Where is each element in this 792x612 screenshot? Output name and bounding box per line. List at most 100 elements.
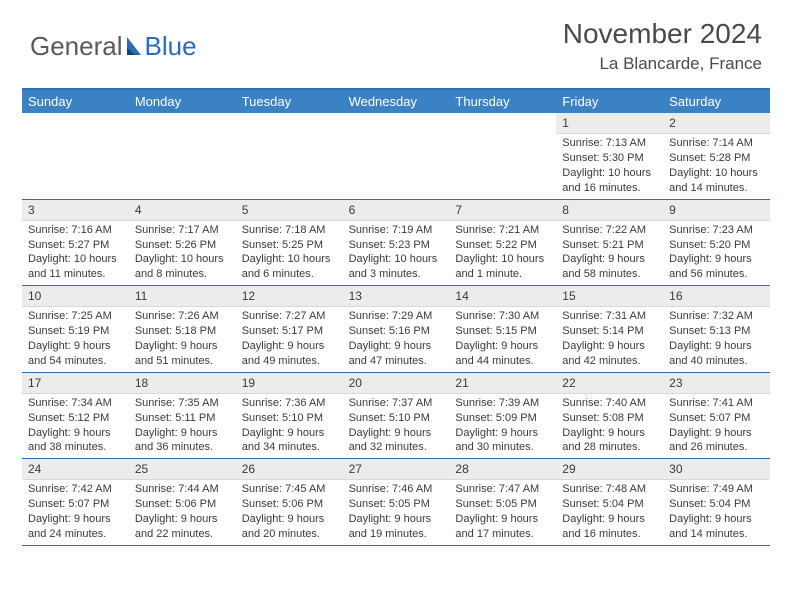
sunrise-line: Sunrise: 7:30 AM: [455, 309, 550, 324]
sunrise-line: Sunrise: 7:46 AM: [349, 482, 444, 497]
daylight-line: Daylight: 9 hours and 30 minutes.: [455, 426, 550, 456]
day-body: Sunrise: 7:19 AMSunset: 5:23 PMDaylight:…: [343, 221, 450, 285]
day-cell: 14Sunrise: 7:30 AMSunset: 5:15 PMDayligh…: [449, 286, 556, 372]
day-cell: 26Sunrise: 7:45 AMSunset: 5:06 PMDayligh…: [236, 459, 343, 545]
date-number: 23: [663, 373, 770, 394]
week-row: 1Sunrise: 7:13 AMSunset: 5:30 PMDaylight…: [22, 113, 770, 200]
day-body: Sunrise: 7:42 AMSunset: 5:07 PMDaylight:…: [22, 480, 129, 544]
date-number: 30: [663, 459, 770, 480]
sunset-line: Sunset: 5:28 PM: [669, 151, 764, 166]
day-cell: 8Sunrise: 7:22 AMSunset: 5:21 PMDaylight…: [556, 200, 663, 286]
week-row: 17Sunrise: 7:34 AMSunset: 5:12 PMDayligh…: [22, 373, 770, 460]
sunset-line: Sunset: 5:22 PM: [455, 238, 550, 253]
day-cell: [22, 113, 129, 199]
day-body: Sunrise: 7:21 AMSunset: 5:22 PMDaylight:…: [449, 221, 556, 285]
weekday-header: SundayMondayTuesdayWednesdayThursdayFrid…: [22, 90, 770, 113]
date-number: 3: [22, 200, 129, 221]
daylight-line: Daylight: 9 hours and 22 minutes.: [135, 512, 230, 542]
weeks-container: 1Sunrise: 7:13 AMSunset: 5:30 PMDaylight…: [22, 113, 770, 546]
day-body: Sunrise: 7:37 AMSunset: 5:10 PMDaylight:…: [343, 394, 450, 458]
date-number: 28: [449, 459, 556, 480]
sunset-line: Sunset: 5:06 PM: [242, 497, 337, 512]
sunset-line: Sunset: 5:27 PM: [28, 238, 123, 253]
day-cell: [449, 113, 556, 199]
sunrise-line: Sunrise: 7:44 AM: [135, 482, 230, 497]
sunrise-line: Sunrise: 7:18 AM: [242, 223, 337, 238]
day-body: Sunrise: 7:39 AMSunset: 5:09 PMDaylight:…: [449, 394, 556, 458]
sunrise-line: Sunrise: 7:21 AM: [455, 223, 550, 238]
sunrise-line: Sunrise: 7:27 AM: [242, 309, 337, 324]
sunrise-line: Sunrise: 7:23 AM: [669, 223, 764, 238]
date-number: 8: [556, 200, 663, 221]
sunrise-line: Sunrise: 7:29 AM: [349, 309, 444, 324]
week-row: 3Sunrise: 7:16 AMSunset: 5:27 PMDaylight…: [22, 200, 770, 287]
date-number: 22: [556, 373, 663, 394]
day-body: Sunrise: 7:27 AMSunset: 5:17 PMDaylight:…: [236, 307, 343, 371]
day-cell: 28Sunrise: 7:47 AMSunset: 5:05 PMDayligh…: [449, 459, 556, 545]
date-number: 25: [129, 459, 236, 480]
sunset-line: Sunset: 5:18 PM: [135, 324, 230, 339]
daylight-line: Daylight: 10 hours and 16 minutes.: [562, 166, 657, 196]
daylight-line: Daylight: 9 hours and 44 minutes.: [455, 339, 550, 369]
daylight-line: Daylight: 9 hours and 28 minutes.: [562, 426, 657, 456]
sunset-line: Sunset: 5:30 PM: [562, 151, 657, 166]
daylight-line: Daylight: 10 hours and 14 minutes.: [669, 166, 764, 196]
weekday-label: Monday: [129, 90, 236, 113]
day-body: Sunrise: 7:26 AMSunset: 5:18 PMDaylight:…: [129, 307, 236, 371]
sunrise-line: Sunrise: 7:48 AM: [562, 482, 657, 497]
sunrise-line: Sunrise: 7:42 AM: [28, 482, 123, 497]
day-cell: 7Sunrise: 7:21 AMSunset: 5:22 PMDaylight…: [449, 200, 556, 286]
sunset-line: Sunset: 5:19 PM: [28, 324, 123, 339]
sunset-line: Sunset: 5:10 PM: [242, 411, 337, 426]
sunset-line: Sunset: 5:07 PM: [28, 497, 123, 512]
daylight-line: Daylight: 10 hours and 11 minutes.: [28, 252, 123, 282]
sunrise-line: Sunrise: 7:35 AM: [135, 396, 230, 411]
day-cell: 17Sunrise: 7:34 AMSunset: 5:12 PMDayligh…: [22, 373, 129, 459]
logo-text-blue: Blue: [145, 31, 197, 62]
date-number: 17: [22, 373, 129, 394]
sunset-line: Sunset: 5:11 PM: [135, 411, 230, 426]
date-number: 13: [343, 286, 450, 307]
daylight-line: Daylight: 9 hours and 36 minutes.: [135, 426, 230, 456]
date-number: 26: [236, 459, 343, 480]
sunset-line: Sunset: 5:26 PM: [135, 238, 230, 253]
sunrise-line: Sunrise: 7:36 AM: [242, 396, 337, 411]
daylight-line: Daylight: 9 hours and 49 minutes.: [242, 339, 337, 369]
date-number: 14: [449, 286, 556, 307]
day-body: Sunrise: 7:35 AMSunset: 5:11 PMDaylight:…: [129, 394, 236, 458]
daylight-line: Daylight: 9 hours and 14 minutes.: [669, 512, 764, 542]
date-number: 19: [236, 373, 343, 394]
daylight-line: Daylight: 9 hours and 42 minutes.: [562, 339, 657, 369]
daylight-line: Daylight: 9 hours and 51 minutes.: [135, 339, 230, 369]
sunset-line: Sunset: 5:05 PM: [349, 497, 444, 512]
day-cell: 27Sunrise: 7:46 AMSunset: 5:05 PMDayligh…: [343, 459, 450, 545]
day-cell: 19Sunrise: 7:36 AMSunset: 5:10 PMDayligh…: [236, 373, 343, 459]
date-number: 5: [236, 200, 343, 221]
day-body: Sunrise: 7:40 AMSunset: 5:08 PMDaylight:…: [556, 394, 663, 458]
day-body: Sunrise: 7:13 AMSunset: 5:30 PMDaylight:…: [556, 134, 663, 198]
date-number: 7: [449, 200, 556, 221]
day-cell: 20Sunrise: 7:37 AMSunset: 5:10 PMDayligh…: [343, 373, 450, 459]
day-body: Sunrise: 7:36 AMSunset: 5:10 PMDaylight:…: [236, 394, 343, 458]
day-body: Sunrise: 7:14 AMSunset: 5:28 PMDaylight:…: [663, 134, 770, 198]
location-label: La Blancarde, France: [563, 54, 762, 74]
weekday-label: Friday: [556, 90, 663, 113]
sunrise-line: Sunrise: 7:17 AM: [135, 223, 230, 238]
day-cell: 24Sunrise: 7:42 AMSunset: 5:07 PMDayligh…: [22, 459, 129, 545]
sunset-line: Sunset: 5:07 PM: [669, 411, 764, 426]
sunrise-line: Sunrise: 7:22 AM: [562, 223, 657, 238]
daylight-line: Daylight: 10 hours and 3 minutes.: [349, 252, 444, 282]
daylight-line: Daylight: 9 hours and 24 minutes.: [28, 512, 123, 542]
weekday-label: Tuesday: [236, 90, 343, 113]
day-cell: 12Sunrise: 7:27 AMSunset: 5:17 PMDayligh…: [236, 286, 343, 372]
daylight-line: Daylight: 10 hours and 6 minutes.: [242, 252, 337, 282]
daylight-line: Daylight: 9 hours and 38 minutes.: [28, 426, 123, 456]
weekday-label: Saturday: [663, 90, 770, 113]
sunset-line: Sunset: 5:17 PM: [242, 324, 337, 339]
day-body: Sunrise: 7:46 AMSunset: 5:05 PMDaylight:…: [343, 480, 450, 544]
weekday-label: Sunday: [22, 90, 129, 113]
calendar: SundayMondayTuesdayWednesdayThursdayFrid…: [22, 88, 770, 546]
day-body: Sunrise: 7:32 AMSunset: 5:13 PMDaylight:…: [663, 307, 770, 371]
day-body: Sunrise: 7:41 AMSunset: 5:07 PMDaylight:…: [663, 394, 770, 458]
sunrise-line: Sunrise: 7:47 AM: [455, 482, 550, 497]
